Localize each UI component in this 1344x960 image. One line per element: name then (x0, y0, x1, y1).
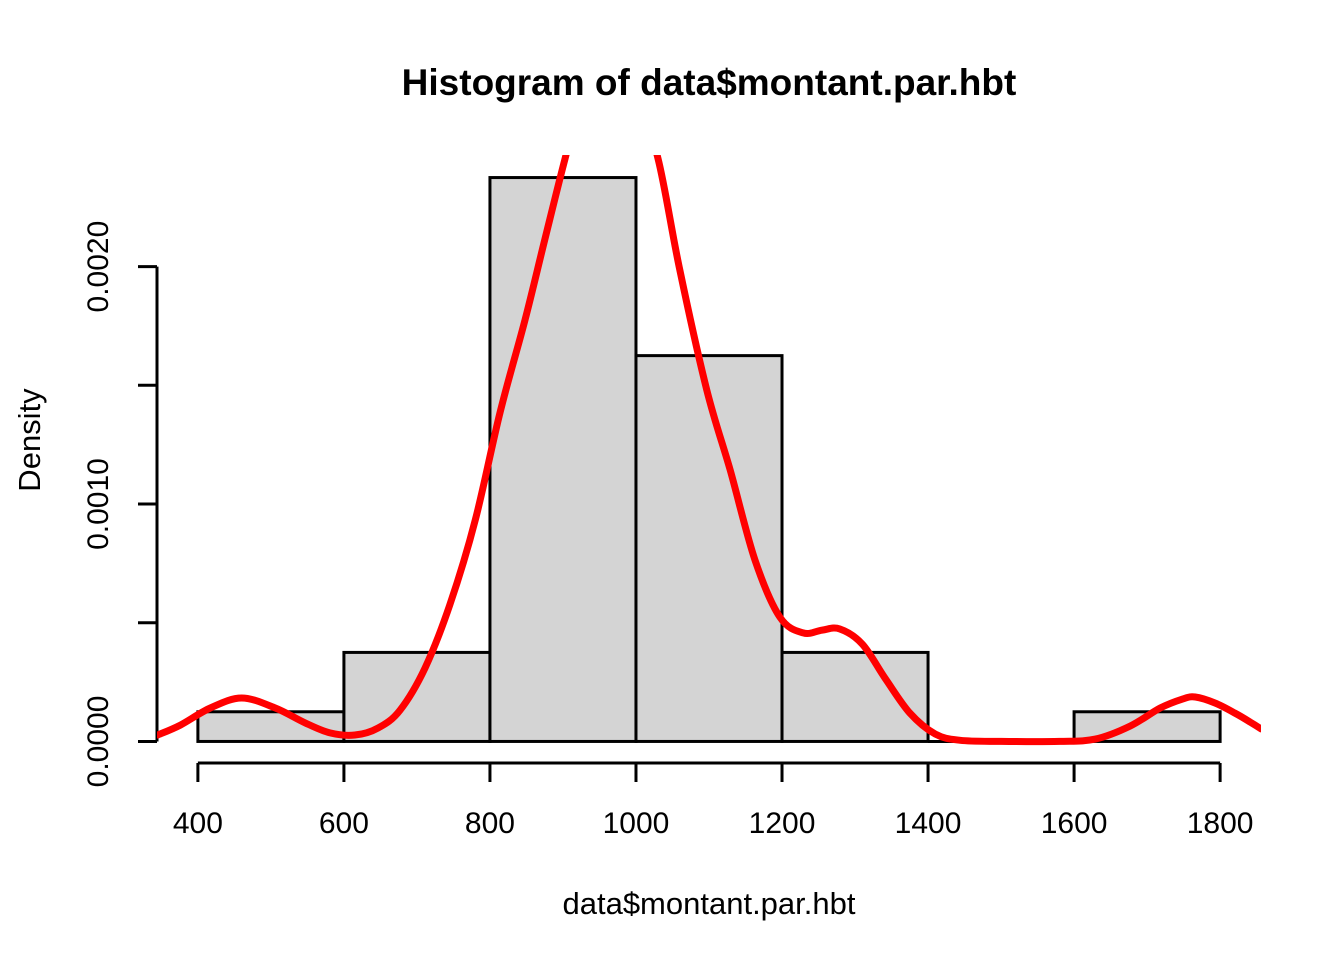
y-tick-label: 0.0020 (82, 221, 115, 313)
y-axis-label: Density (12, 388, 47, 492)
histogram-bars (196, 176, 1222, 743)
x-tick-label: 400 (173, 807, 223, 840)
x-tick-label: 1600 (1041, 807, 1108, 840)
histogram-bar (634, 354, 784, 743)
y-tick-label: 0.0010 (82, 458, 115, 550)
histogram-bar (342, 650, 492, 743)
histogram-bar (780, 650, 930, 743)
y-axis (138, 265, 159, 743)
y-tick-label: 0.0000 (82, 696, 115, 788)
x-axis-label: data$montant.par.hbt (562, 886, 856, 921)
x-tick-label: 1200 (749, 807, 816, 840)
x-tick-label: 1000 (603, 807, 670, 840)
histogram-bar (488, 176, 638, 743)
x-tick-label: 600 (319, 807, 369, 840)
density-curve (157, 155, 1261, 746)
x-tick-label: 1800 (1187, 807, 1254, 840)
x-axis (196, 761, 1222, 782)
plot-title: Histogram of data$montant.par.hbt (401, 62, 1017, 103)
x-tick-label: 1400 (895, 807, 962, 840)
x-tick-label: 800 (465, 807, 515, 840)
